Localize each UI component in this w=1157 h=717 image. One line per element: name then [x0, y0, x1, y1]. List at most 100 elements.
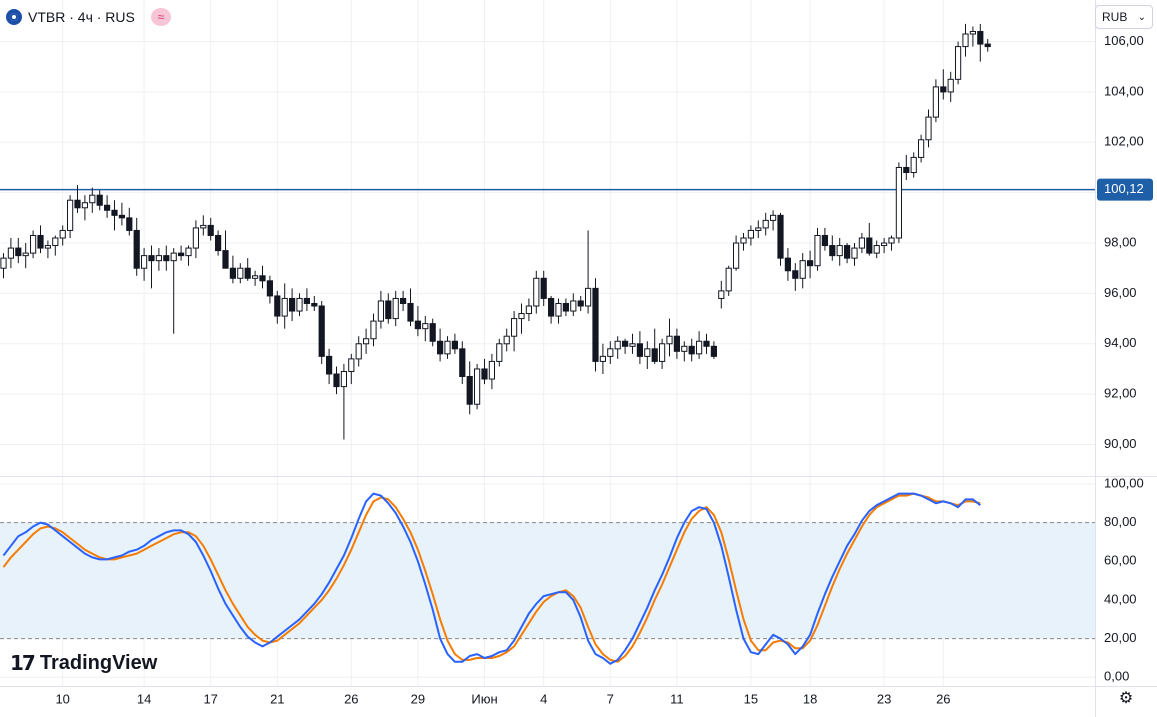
candle-up [22, 252, 29, 257]
candle-up [733, 242, 740, 269]
time-tick-label: 10 [55, 691, 69, 706]
time-tick-label: 21 [270, 691, 284, 706]
candle-down [984, 43, 991, 48]
candle-up [30, 234, 37, 254]
candle-down [289, 297, 296, 312]
currency-select[interactable]: RUB ⌄ [1095, 5, 1153, 29]
time-tick-label: 4 [540, 691, 547, 706]
candle-up [718, 290, 725, 299]
candle-up [740, 237, 747, 244]
currency-label: RUB [1102, 10, 1128, 24]
candle-up [799, 260, 806, 279]
candle-down [792, 270, 799, 279]
price-tick-label: 98,00 [1104, 234, 1137, 249]
candle-down [592, 287, 599, 362]
candle-down [829, 245, 836, 257]
candle-down [244, 267, 251, 279]
candle-up [955, 46, 962, 80]
candle-down [15, 247, 22, 257]
candle-down [459, 348, 466, 378]
candle-down [126, 217, 133, 231]
candle-up [747, 229, 754, 239]
candle-up [762, 219, 769, 229]
candle-up [570, 300, 577, 312]
candle-down [148, 255, 155, 262]
time-tick-label: 7 [607, 691, 614, 706]
tradingview-wordmark: TradingView [39, 651, 158, 674]
candle-up [340, 370, 347, 388]
candle-up [947, 78, 954, 93]
tradingview-logo[interactable]: 17 TradingView [10, 651, 157, 675]
candle-up [681, 345, 688, 352]
candle-up [659, 343, 666, 362]
candle-up [918, 139, 925, 158]
candle-up [52, 237, 59, 247]
osc-tick-label: 80,00 [1104, 514, 1137, 529]
candle-up [370, 320, 377, 340]
candle-down [540, 277, 547, 299]
candle-up [392, 297, 399, 320]
candle-down [259, 275, 266, 282]
candle-down [229, 267, 237, 279]
candle-down [688, 345, 695, 355]
time-tick-label: 18 [803, 691, 817, 706]
time-tick-label: Июн [471, 691, 497, 706]
candle-up [858, 237, 865, 249]
candle-up [925, 116, 932, 141]
price-tick-label: 102,00 [1104, 134, 1144, 149]
candle-down [451, 340, 458, 350]
candle-up [44, 245, 51, 249]
candle-down [548, 297, 555, 317]
candle-down [133, 229, 140, 269]
candle-down [807, 260, 814, 267]
price-line-label: 100,12 [1104, 181, 1144, 196]
candle-down [318, 305, 325, 357]
candle-down [429, 323, 436, 342]
candle-up [185, 247, 192, 257]
osc-tick-label: 100,00 [1104, 475, 1144, 490]
candle-up [348, 358, 355, 372]
candle-up [488, 360, 495, 380]
candle-down [37, 234, 44, 249]
candle-down [178, 252, 185, 257]
candle-down [222, 250, 229, 269]
candle-down [562, 302, 569, 312]
candle-down [326, 355, 333, 375]
candle-down [303, 297, 310, 304]
symbol-header[interactable]: VTBR · 4ч · RUS ≈ [6, 7, 171, 27]
candle-up [525, 305, 532, 315]
candle-up [962, 33, 969, 48]
candle-up [888, 237, 895, 244]
candle-up [533, 277, 540, 307]
candle-up [7, 247, 14, 259]
candle-up [89, 194, 96, 204]
candle-up [666, 335, 673, 345]
candles [0, 23, 991, 440]
candle-up [910, 156, 917, 174]
candle-up [200, 224, 207, 229]
candle-down [333, 373, 340, 388]
candle-down [903, 166, 910, 174]
candle-up [851, 247, 858, 259]
candle-up [237, 267, 244, 279]
candle-up [932, 86, 939, 118]
price-tick-label: 106,00 [1104, 33, 1144, 48]
candle-up [355, 343, 362, 360]
candle-up [296, 297, 303, 312]
candle-up [881, 242, 888, 247]
candle-up [0, 257, 7, 269]
gear-icon[interactable]: ⚙ [1118, 690, 1134, 707]
osc-tick-label: 60,00 [1104, 553, 1137, 568]
price-tick-label: 104,00 [1104, 83, 1144, 98]
candle-up [363, 338, 370, 345]
time-tick-label: 26 [344, 691, 358, 706]
wave-icon[interactable]: ≈ [150, 8, 171, 26]
candle-down [481, 368, 488, 380]
candle-up [555, 302, 562, 317]
candle-up [377, 300, 384, 322]
candle-up [599, 355, 606, 362]
candle-up [170, 252, 177, 262]
candle-down [622, 340, 629, 347]
candle-up [59, 229, 66, 239]
